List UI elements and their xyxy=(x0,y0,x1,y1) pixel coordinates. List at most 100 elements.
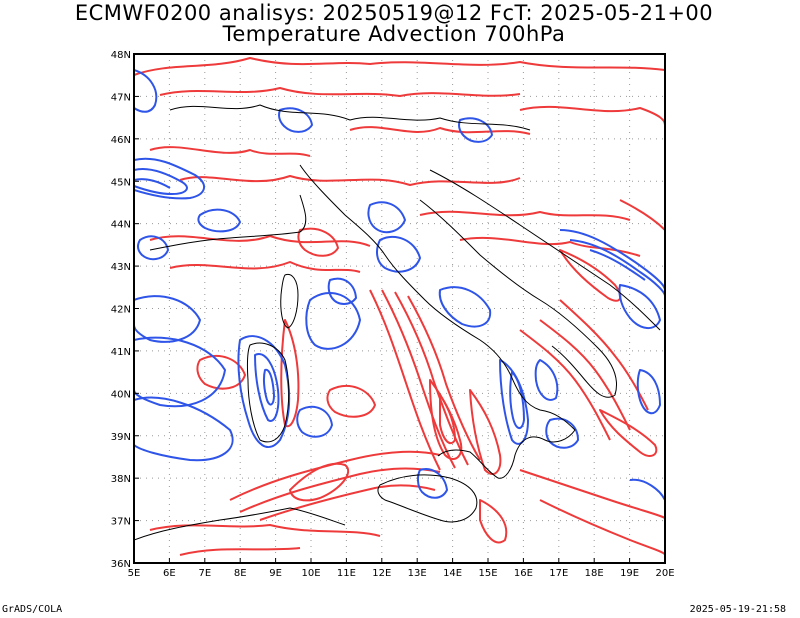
cold-contour xyxy=(629,478,665,501)
longitude-label: 19E xyxy=(620,568,639,579)
cold-contour xyxy=(438,286,492,328)
warm-contour xyxy=(619,199,665,231)
cold-contour xyxy=(618,284,661,329)
warm-contour xyxy=(394,291,469,466)
cold-contour xyxy=(305,291,361,350)
warm-contour xyxy=(326,385,376,418)
latitude-label: 40N xyxy=(111,389,131,400)
latitude-label: 46N xyxy=(111,135,131,146)
warm-contour xyxy=(519,469,665,519)
latitude-label: 37N xyxy=(111,517,131,528)
warm-contour xyxy=(599,409,658,457)
balkan-coastline xyxy=(429,169,661,331)
cold-contour xyxy=(416,468,448,499)
longitude-label: 7E xyxy=(198,568,211,579)
longitude-label: 11E xyxy=(337,568,356,579)
alpine-borders xyxy=(169,104,531,131)
warm-contour xyxy=(439,394,456,445)
longitude-label: 6E xyxy=(163,568,176,579)
warm-contour xyxy=(259,484,436,521)
cold-advection-contours xyxy=(134,69,665,501)
cold-contour xyxy=(134,336,226,408)
longitude-label: 15E xyxy=(478,568,497,579)
cold-contour xyxy=(367,201,406,234)
chart-subtitle: Temperature Advection 700hPa xyxy=(222,22,566,46)
longitude-label: 13E xyxy=(408,568,427,579)
warm-contour xyxy=(196,355,246,390)
latitude-tick-labels: 48N 47N 46N 45N 44N 43N 42N 41N 40N 39N 38N 37N 36N xyxy=(111,50,139,570)
longitude-label: 8E xyxy=(234,568,247,579)
cold-contour xyxy=(376,235,421,273)
italy-coastline xyxy=(419,199,617,398)
cold-contour xyxy=(509,371,525,429)
cold-contour xyxy=(197,208,241,233)
warm-contour xyxy=(381,289,456,469)
longitude-label: 14E xyxy=(443,568,462,579)
warm-contour xyxy=(169,261,361,273)
longitude-label: 10E xyxy=(301,568,320,579)
north-africa-coastline xyxy=(134,507,346,541)
warm-contour xyxy=(539,499,665,556)
cold-contour xyxy=(545,417,579,449)
warm-contour xyxy=(539,319,631,431)
sicily-coastline xyxy=(377,474,478,523)
warm-contour xyxy=(459,236,641,257)
warm-contour xyxy=(229,450,441,501)
cold-contour xyxy=(327,277,357,305)
cold-contour xyxy=(569,239,665,297)
longitude-label: 9E xyxy=(269,568,282,579)
warm-contour xyxy=(239,467,441,513)
warm-contour xyxy=(179,175,521,186)
latitude-label: 39N xyxy=(111,432,131,443)
sardinia-coastline xyxy=(246,342,290,443)
warm-contour xyxy=(469,389,502,475)
cold-contour xyxy=(458,117,493,143)
latitude-label: 48N xyxy=(111,50,131,61)
latitude-label: 38N xyxy=(111,474,131,485)
warm-advection-contours xyxy=(134,57,665,556)
warm-contour xyxy=(479,499,508,544)
software-credit: GrADS/COLA xyxy=(2,604,63,615)
cold-contour xyxy=(134,396,234,462)
warm-contour xyxy=(149,235,371,247)
cold-contour xyxy=(262,368,275,406)
cold-contour xyxy=(134,69,158,113)
warm-contour xyxy=(149,146,311,157)
warm-contour xyxy=(159,87,521,97)
italy-coastline xyxy=(299,164,576,479)
corsica-coastline xyxy=(280,273,299,329)
cold-contour xyxy=(559,229,665,291)
longitude-tick-labels: 5E 6E 7E 8E 9E 10E 11E 12E 13E 14E 15E 16E 17E 18E 19E… xyxy=(128,558,675,579)
warm-contour xyxy=(149,524,381,537)
cold-contour xyxy=(534,359,559,401)
latitude-label: 42N xyxy=(111,305,131,316)
latitude-label: 44N xyxy=(111,220,131,231)
warm-contour xyxy=(179,547,301,556)
longitude-label: 12E xyxy=(372,568,391,579)
french-coastline xyxy=(149,194,307,251)
warm-contour xyxy=(407,295,481,461)
warm-contour xyxy=(280,319,300,428)
cold-contour xyxy=(278,107,313,133)
latitude-label: 47N xyxy=(111,92,131,103)
cold-contour xyxy=(134,295,201,343)
warm-contour xyxy=(289,462,350,502)
longitude-label: 17E xyxy=(549,568,568,579)
cold-contour xyxy=(296,405,333,438)
cold-contour xyxy=(254,353,280,422)
latitude-label: 43N xyxy=(111,262,131,273)
cold-contour xyxy=(134,168,188,195)
coastlines-and-borders xyxy=(134,104,661,541)
cold-contour xyxy=(136,235,169,261)
longitude-label: 5E xyxy=(128,568,141,579)
warm-contour xyxy=(519,329,611,441)
warm-contour xyxy=(369,289,441,471)
cold-contour xyxy=(134,157,205,200)
warm-contour xyxy=(519,105,665,126)
latitude-label: 45N xyxy=(111,177,131,188)
cold-contour xyxy=(589,249,646,281)
cold-contour xyxy=(134,178,171,189)
warm-contour xyxy=(134,57,665,76)
warm-contour xyxy=(349,126,531,135)
